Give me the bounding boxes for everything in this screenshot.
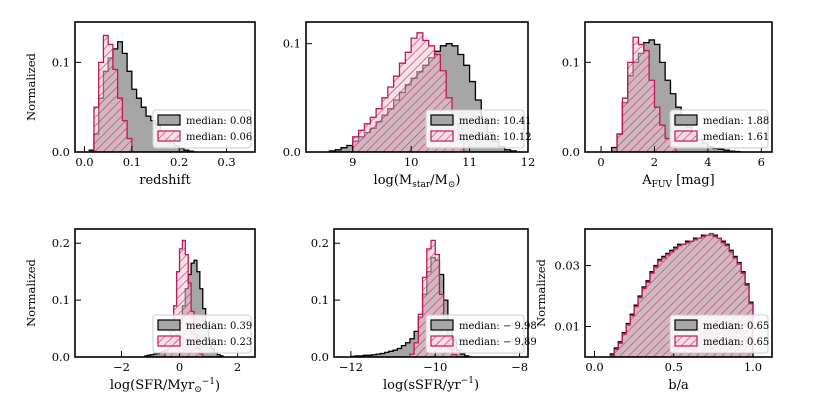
x-tick-label: −10	[423, 360, 447, 374]
x-tick-label: 9	[349, 155, 356, 169]
legend: median: 0.39 median: 0.23	[152, 314, 252, 354]
legend-swatch-pink	[674, 130, 698, 142]
y-tick-label: 0.1	[311, 293, 329, 307]
legend: median: 1.88 median: 1.61	[669, 109, 769, 149]
x-axis-label: AFUV [mag]	[641, 173, 714, 190]
legend-swatch-gray	[674, 319, 698, 331]
x-tick-label: 0.0	[585, 360, 603, 374]
plot-area	[611, 36, 741, 152]
x-tick-label: 0	[176, 360, 183, 374]
y-tick-label: 0.0	[52, 350, 70, 364]
legend: median: 10.41 median: 10.12	[425, 109, 532, 149]
legend-swatch-gray	[430, 114, 454, 126]
x-tick-label: 0.5	[665, 360, 683, 374]
axes-frame	[584, 228, 773, 358]
legend-swatch-pink	[157, 130, 181, 142]
x-tick-label: −8	[511, 360, 528, 374]
legend-label: median: − 9.98	[459, 321, 537, 332]
x-tick-label: 11	[462, 155, 477, 169]
legend-label: median: 1.61	[703, 132, 769, 143]
legend-swatch-gray	[430, 319, 454, 331]
y-tick-label: 0.01	[554, 320, 580, 334]
legend-label: median: 0.08	[186, 116, 252, 127]
legend: median: 0.65 median: 0.65	[669, 314, 769, 354]
panel-5: −12 −10 −8 0.0 0.1 0.2 log(sSFR/yr−1) median: −…	[311, 228, 537, 393]
x-tick-label: −12	[339, 360, 363, 374]
legend-swatch-gray	[157, 319, 181, 331]
legend-label: median: − 9.89	[459, 337, 537, 348]
x-tick-label: 0.2	[170, 155, 188, 169]
panel-4: −2 0 2 0.0 0.1 0.2 Normalized log(SFR/Myr⊙−1) me…	[24, 228, 256, 395]
x-tick-label: 2	[651, 155, 658, 169]
x-tick-label: 0.0	[75, 155, 93, 169]
legend: median: 0.08 median: 0.06	[152, 109, 252, 149]
x-tick-label: 0.3	[217, 155, 235, 169]
legend-label: median: 10.12	[459, 132, 532, 143]
legend-label: median: 0.06	[186, 132, 252, 143]
legend: median: − 9.98 median: − 9.89	[425, 314, 537, 354]
x-axis-label: redshift	[139, 173, 191, 188]
y-tick-label: 0.0	[311, 350, 329, 364]
y-tick-label: 0.1	[283, 37, 301, 51]
axes-frame	[74, 21, 256, 153]
legend-label: median: 0.39	[186, 321, 252, 332]
x-tick-label: 0	[597, 155, 604, 169]
x-tick-label: −2	[113, 360, 130, 374]
y-axis-label: Normalized	[534, 258, 548, 326]
x-tick-label: 2	[234, 360, 241, 374]
histogram-2-pink	[93, 34, 133, 152]
legend-swatch-gray	[674, 114, 698, 126]
y-tick-label: 0.2	[52, 236, 70, 250]
legend-swatch-pink	[157, 335, 181, 347]
legend-label: median: 10.41	[459, 116, 532, 127]
legend-swatch-gray	[157, 114, 181, 126]
y-tick-label: 0.1	[52, 293, 70, 307]
legend-label: median: 0.65	[703, 337, 769, 348]
x-tick-label: 10	[404, 155, 419, 169]
y-tick-label: 0.03	[554, 259, 580, 273]
x-tick-label: 6	[758, 155, 765, 169]
legend-label: median: 1.88	[703, 116, 769, 127]
panel-6: 0.0 0.5 1.0 0.01 0.03 Normalized b/a median: 0.…	[534, 228, 773, 393]
y-tick-label: 0.0	[52, 145, 70, 159]
y-tick-label: 0.2	[311, 236, 329, 250]
legend-label: median: 0.65	[703, 321, 769, 332]
legend-swatch-pink	[674, 335, 698, 347]
plot-area	[88, 34, 195, 152]
axes-frame	[584, 21, 773, 153]
y-tick-label: 0.0	[562, 145, 580, 159]
axes-frame	[305, 21, 529, 153]
axes-frame	[74, 228, 256, 358]
x-tick-label: 12	[521, 155, 536, 169]
y-tick-label: 0.1	[562, 55, 580, 69]
legend-swatch-pink	[430, 130, 454, 142]
x-axis-label: log(Mstar/M⊙)	[374, 173, 461, 190]
y-axis-label: Normalized	[24, 258, 38, 326]
x-tick-label: 4	[704, 155, 711, 169]
x-tick-label: 1.0	[744, 360, 762, 374]
panel-1: 0.0 0.1 0.2 0.3 0.0 0.1 Normalized redshift medi…	[24, 21, 256, 188]
y-tick-label: 0.1	[52, 55, 70, 69]
y-tick-label: 0.0	[283, 145, 301, 159]
axes-frame	[333, 228, 529, 358]
y-axis-label: Normalized	[24, 52, 38, 120]
x-tick-label: 0.1	[123, 155, 141, 169]
legend-swatch-pink	[430, 335, 454, 347]
x-axis-label: b/a	[668, 378, 689, 393]
x-axis-label: log(sSFR/yr−1)	[383, 376, 479, 393]
legend-label: median: 0.23	[186, 337, 252, 348]
x-axis-label: log(SFR/Myr⊙−1)	[110, 377, 220, 395]
